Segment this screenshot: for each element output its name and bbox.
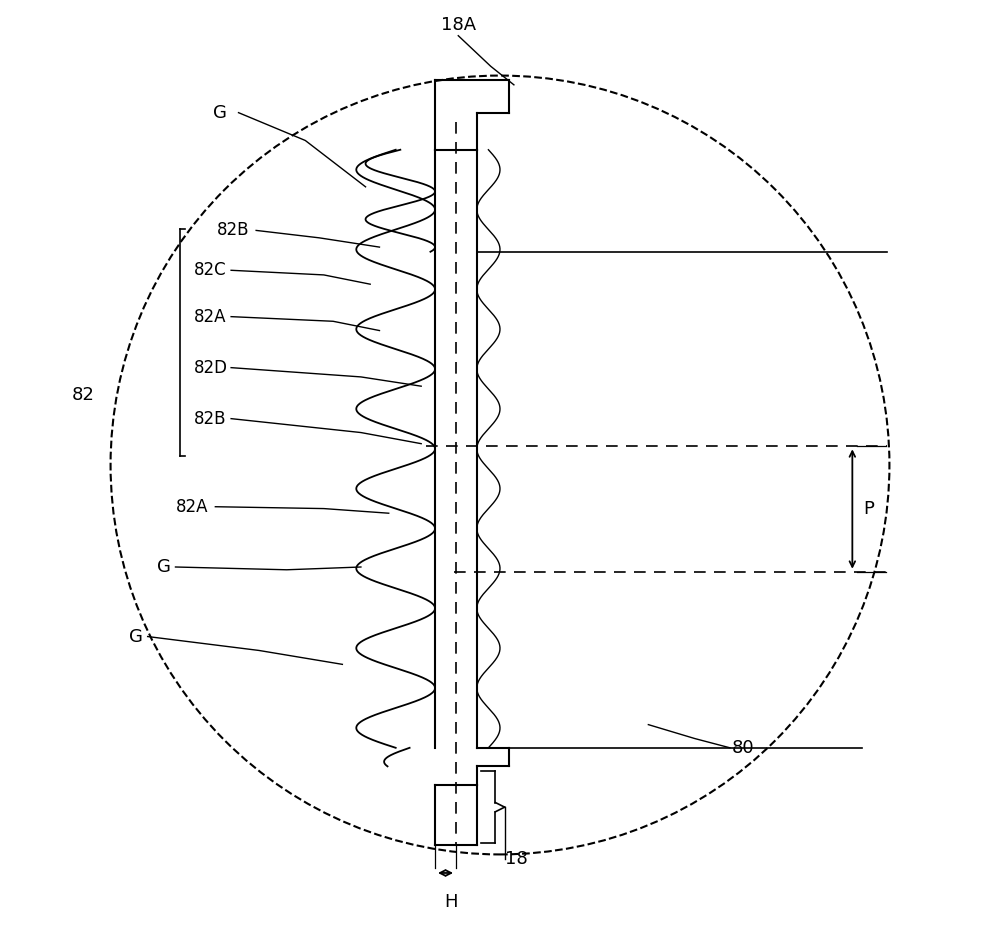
- Text: 18: 18: [505, 850, 527, 868]
- Text: G: G: [157, 558, 171, 576]
- Text: H: H: [445, 894, 458, 911]
- Text: 82B: 82B: [217, 221, 250, 239]
- Text: G: G: [213, 103, 226, 122]
- Text: G: G: [129, 628, 143, 645]
- Text: 82B: 82B: [194, 409, 227, 428]
- Text: 82A: 82A: [175, 498, 208, 516]
- Text: 80: 80: [732, 738, 754, 757]
- Text: 82A: 82A: [194, 308, 227, 326]
- Text: 82: 82: [72, 387, 94, 405]
- Text: 82C: 82C: [194, 261, 227, 279]
- Text: 82D: 82D: [194, 359, 228, 377]
- Text: P: P: [863, 500, 874, 518]
- Text: 18A: 18A: [441, 16, 476, 33]
